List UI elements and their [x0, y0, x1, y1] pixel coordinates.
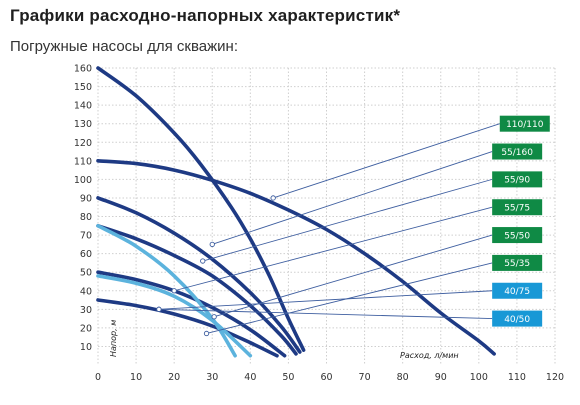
series-line-55-90: [96, 196, 302, 354]
series-line-55-75: [96, 224, 298, 356]
x-axis-label: Расход, л/мин: [400, 351, 459, 360]
series-line-55-160: [96, 66, 306, 352]
y-tick-label: 20: [80, 323, 92, 334]
series-line-40-75: [96, 224, 237, 358]
x-tick-label: 60: [320, 372, 332, 383]
leader-line: [273, 123, 500, 199]
leader-line: [206, 262, 493, 334]
axis-labels: Напор, м Расход, л/мин: [109, 320, 459, 360]
leader-marker: [270, 195, 276, 201]
series-label-text: 110/110: [506, 120, 544, 130]
y-tick-label: 60: [80, 249, 92, 260]
leader-line: [214, 234, 493, 318]
y-tick-label: 40: [80, 286, 92, 297]
series-label-text: 40/75: [504, 287, 530, 297]
leader-marker: [156, 306, 162, 312]
y-tick-label: 10: [80, 342, 92, 353]
leader-line: [174, 206, 493, 292]
series-label-box: [492, 199, 543, 216]
series-curves: [96, 66, 496, 358]
series-label-text: 55/90: [504, 176, 530, 186]
y-tick-label: 50: [80, 268, 92, 279]
leader-marker: [209, 241, 215, 247]
series-line-40-50: [96, 274, 253, 358]
x-tick-label: 10: [130, 372, 142, 383]
x-tick-label: 40: [244, 372, 256, 383]
y-tick-label: 140: [74, 101, 92, 112]
series-label-box: [499, 115, 550, 132]
leader-line: [212, 151, 493, 245]
x-tick-label: 120: [546, 372, 564, 383]
x-tick-label: 100: [470, 372, 488, 383]
y-axis-label: Напор, м: [109, 320, 118, 357]
leader-marker: [200, 258, 206, 264]
leader-marker: [171, 288, 177, 294]
series-label-box: [492, 282, 543, 299]
series-label-box: [492, 310, 543, 327]
page-subtitle: Погружные насосы для скважин:: [10, 38, 238, 55]
series-label-text: 55/160: [501, 148, 533, 158]
series-label-text: 55/75: [504, 204, 530, 214]
y-tick-label: 130: [74, 119, 92, 130]
y-tick-label: 80: [80, 212, 92, 223]
y-tick-label: 90: [80, 193, 92, 204]
series-line-55-50: [96, 270, 287, 358]
leader-marker: [211, 314, 217, 320]
x-tick-label: 50: [282, 372, 294, 383]
series-line-110-110: [96, 159, 496, 356]
x-tick-label: 70: [359, 372, 371, 383]
y-tick-label: 70: [80, 231, 92, 242]
leader-line: [158, 308, 493, 320]
series-label-text: 55/35: [504, 259, 530, 269]
x-tick-label: 0: [95, 372, 101, 383]
leader-marker: [203, 330, 210, 337]
series-line-55-35: [96, 298, 279, 358]
y-tick-label: 150: [74, 82, 92, 93]
y-tick-label: 110: [74, 156, 92, 167]
series-label-box: [492, 227, 543, 244]
chart-grid: [97, 67, 556, 365]
series-label-box: [492, 143, 543, 160]
x-tick-label: 110: [508, 372, 526, 383]
series-label-text: 40/50: [504, 315, 530, 325]
leader-line: [158, 290, 493, 310]
y-tick-label: 160: [74, 64, 92, 75]
x-tick-label: 20: [168, 372, 180, 383]
y-tick-label: 100: [74, 175, 92, 186]
leader-line: [202, 178, 493, 262]
x-tick-label: 80: [397, 372, 409, 383]
axis-ticks: 0 10 20 30 40 50 60 70 80 90 100 110 120 10 20 30 40 50 60…: [74, 64, 564, 384]
series-label-text: 55/50: [504, 231, 530, 241]
x-tick-label: 30: [206, 372, 218, 383]
series-labels: 110/110 55/160 55/90 55/75 55/50 55/35 40/75 40…: [492, 115, 550, 327]
x-tick-label: 90: [435, 372, 447, 383]
y-tick-label: 120: [74, 138, 92, 149]
y-tick-label: 30: [80, 305, 92, 316]
series-label-box: [492, 171, 543, 188]
label-leader-lines: [156, 123, 500, 337]
series-label-box: [492, 254, 543, 271]
page-title: Графики расходно-напорных характеристик*: [10, 6, 401, 25]
